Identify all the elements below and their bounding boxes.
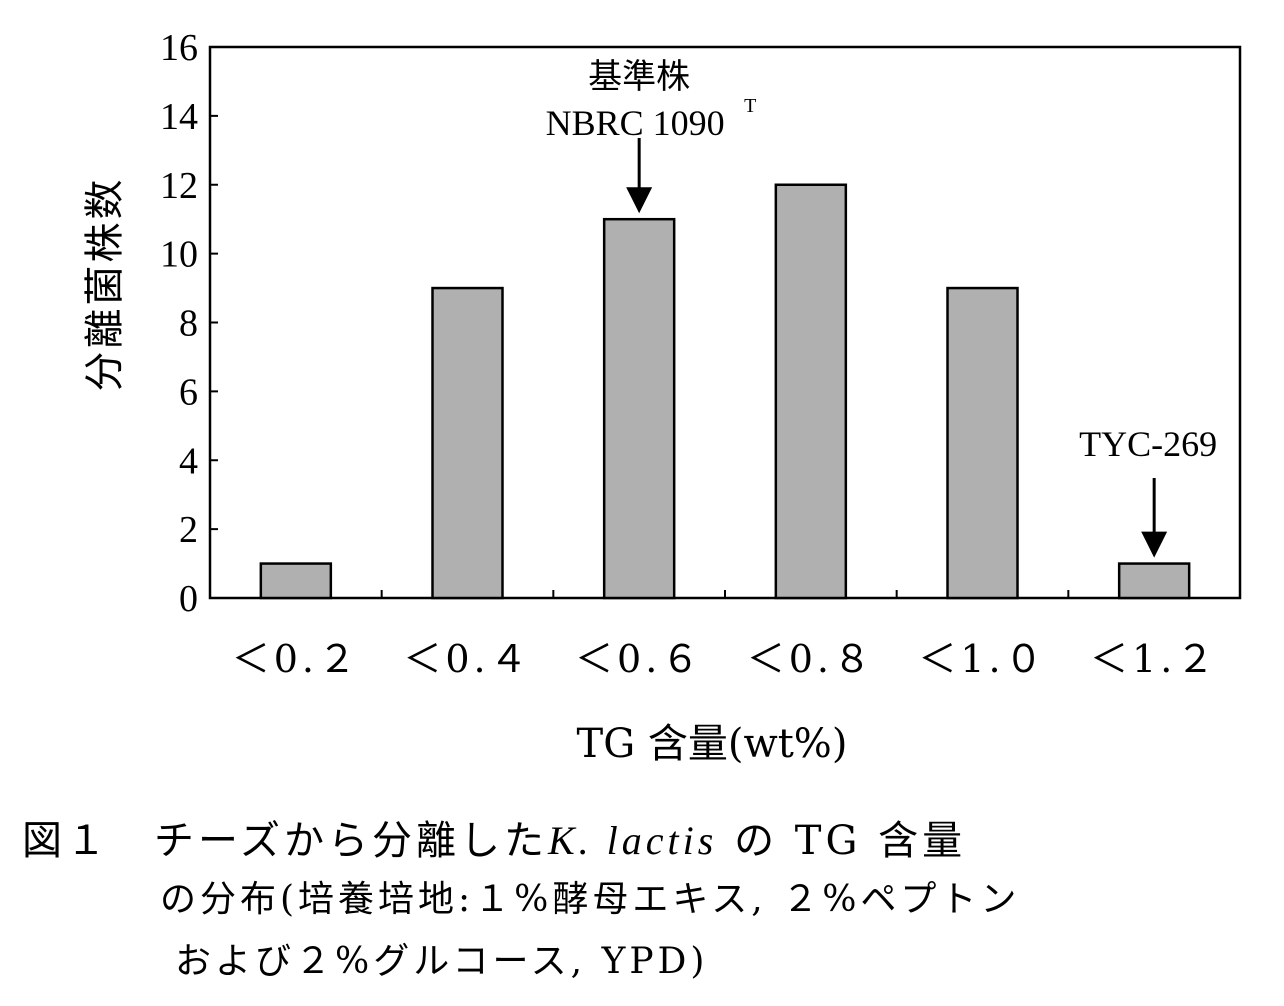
bar: [431, 286, 504, 600]
y-axis-label: 分離菌株数: [82, 177, 128, 392]
annotation-strain: NBRC 1090: [546, 103, 725, 143]
caption-line-2: の分布(培養培地:１%酵母エキス, ２%ペプトン: [160, 879, 1021, 920]
y-tick-label: 0: [179, 578, 198, 620]
annotation-label: TYC-269: [1079, 424, 1217, 464]
bar: [774, 183, 848, 600]
x-tick-label: ＜1.２: [1090, 637, 1218, 681]
y-tick-label: 4: [179, 440, 198, 482]
annotation-superscript: T: [744, 95, 756, 117]
x-tick-label: ＜0.２: [232, 637, 360, 681]
y-tick-label: 14: [160, 96, 198, 138]
x-tick-label: ＜0.４: [403, 637, 531, 681]
y-tick-label: 10: [160, 234, 198, 276]
caption-line-1: 図１ チーズから分離したK. lactis の TG 含量: [22, 808, 966, 866]
y-tick-label: 12: [160, 165, 198, 207]
arrow-head: [626, 187, 653, 214]
bar: [946, 286, 1019, 600]
bar: [259, 562, 333, 600]
x-tick-label: ＜0.８: [747, 637, 875, 681]
caption-text: の TG 含量: [734, 818, 967, 864]
bar: [602, 217, 676, 600]
caption-text: 図１ チーズから分離した: [22, 818, 548, 864]
plot-frame: [208, 45, 1242, 600]
arrow-head: [1141, 531, 1168, 558]
bar: [1117, 562, 1191, 600]
x-tick-label: ＜0.６: [575, 637, 703, 681]
y-tick-label: 2: [179, 509, 198, 551]
x-axis-label: TG 含量(wt%): [577, 721, 848, 767]
caption-line-3: および２%グルコース, YPD): [175, 941, 709, 982]
bar-chart: 0 2 4 6 8 10 12 14 16 ＜0.２ ＜0.４ ＜0.６ ＜0.８ ＜1.０ ＜1.２ TG …: [82, 27, 1242, 767]
y-tick-label: 6: [179, 371, 198, 413]
annotation-label: 基準株: [588, 57, 690, 97]
y-tick-label: 16: [160, 27, 198, 69]
x-tick-label: ＜1.０: [918, 637, 1046, 681]
caption-species: K. lactis: [548, 818, 718, 863]
y-tick-label: 8: [179, 303, 198, 345]
